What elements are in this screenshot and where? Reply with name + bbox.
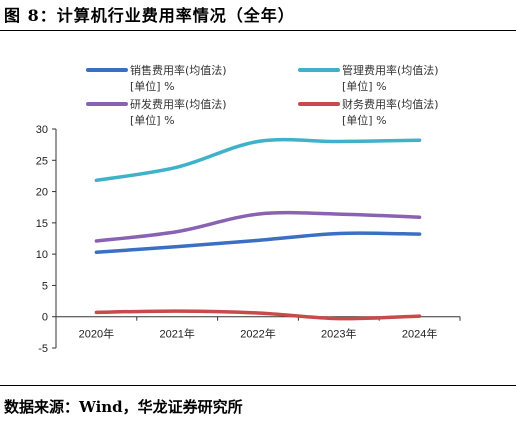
series-line bbox=[94, 137, 422, 183]
legend-label: 管理费用率(均值法) bbox=[342, 63, 439, 77]
series-lines bbox=[94, 137, 422, 321]
x-tick-label: 2022年 bbox=[240, 327, 275, 341]
legend-unit: [单位] % bbox=[342, 113, 387, 127]
series-line bbox=[94, 210, 422, 243]
legend-label: 销售费用率(均值法) bbox=[130, 63, 227, 77]
y-tick-label: 25 bbox=[36, 155, 48, 167]
data-source: 数据来源：Wind，华龙证券研究所 bbox=[4, 398, 243, 416]
y-tick-label: -5 bbox=[38, 343, 48, 355]
legend-unit: [单位] % bbox=[130, 79, 175, 93]
y-tick-label: 20 bbox=[36, 187, 48, 199]
x-tick-label: 2020年 bbox=[79, 327, 114, 341]
bottom-divider bbox=[0, 385, 516, 386]
series-line bbox=[94, 231, 422, 255]
y-tick-label: 0 bbox=[42, 312, 48, 324]
legend-unit: [单位] % bbox=[130, 113, 175, 127]
y-axis: 30 25 20 15 10 5 0 -5 bbox=[36, 124, 57, 355]
top-divider bbox=[0, 30, 516, 31]
x-axis: 2020年 2021年 2022年 2023年 2024年 bbox=[55, 316, 461, 341]
y-tick-label: 5 bbox=[42, 280, 48, 292]
y-tick-label: 10 bbox=[36, 249, 48, 261]
chart-title: 图 8：计算机行业费用率情况（全年） bbox=[4, 6, 295, 25]
x-tick-label: 2023年 bbox=[321, 327, 356, 341]
series-line bbox=[94, 309, 422, 321]
legend: 销售费用率(均值法) [单位] % 管理费用率(均值法) [单位] % 研发费用率(均值… bbox=[86, 63, 439, 127]
y-tick-label: 15 bbox=[36, 218, 48, 230]
line-chart: 销售费用率(均值法) [单位] % 管理费用率(均值法) [单位] % 研发费用率(均值… bbox=[36, 63, 461, 355]
legend-label: 财务费用率(均值法) bbox=[342, 97, 439, 111]
y-tick-label: 30 bbox=[36, 124, 48, 136]
x-tick-label: 2021年 bbox=[159, 327, 194, 341]
legend-label: 研发费用率(均值法) bbox=[130, 97, 227, 111]
x-tick-label: 2024年 bbox=[402, 327, 437, 341]
legend-unit: [单位] % bbox=[342, 79, 387, 93]
